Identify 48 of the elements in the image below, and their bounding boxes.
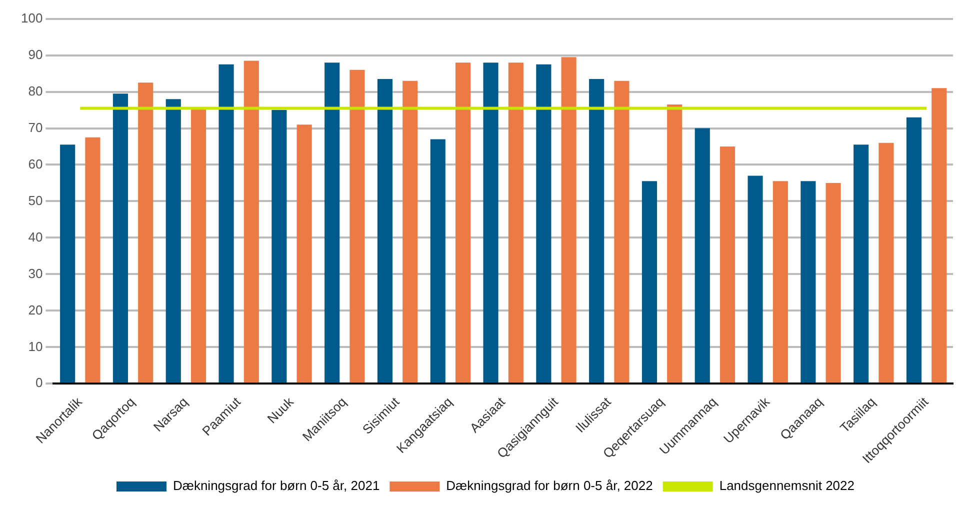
bar [430, 139, 446, 383]
bar [85, 137, 100, 383]
bar [138, 82, 154, 383]
y-tick-label: 40 [28, 229, 43, 244]
bar [694, 128, 710, 383]
bar [190, 108, 206, 383]
bar [508, 62, 524, 383]
bar [296, 124, 312, 383]
bar [614, 80, 630, 383]
legend-label: Landsgennemsnit 2022 [719, 478, 855, 494]
y-tick-label: 90 [28, 46, 43, 62]
legend-label: Dækningsgrad for børn 0-5 år, 2021 [173, 478, 380, 494]
y-tick-label: 10 [28, 338, 43, 354]
bar [748, 176, 763, 383]
bar [720, 146, 736, 383]
bar [667, 104, 682, 383]
bar [402, 80, 418, 383]
y-tick-label: 0 [35, 375, 43, 390]
y-tick-label: 80 [28, 83, 43, 98]
y-tick-label: 20 [28, 302, 43, 318]
bar [561, 57, 576, 383]
bar [642, 181, 658, 383]
y-tick-label: 100 [20, 10, 43, 26]
bar [244, 60, 259, 383]
bar [854, 144, 869, 383]
y-tick-label: 30 [28, 266, 43, 281]
y-tick-label: 60 [28, 156, 43, 172]
bar [826, 182, 841, 383]
bar [589, 79, 604, 383]
bar [455, 62, 471, 383]
bar [350, 70, 365, 383]
y-tick-label: 50 [28, 192, 43, 208]
bar [536, 64, 552, 383]
bar [906, 117, 922, 383]
bar [324, 62, 340, 383]
bar [112, 94, 128, 383]
bar [483, 62, 498, 383]
bar [932, 88, 947, 383]
bar [377, 79, 393, 383]
bar [218, 64, 234, 383]
bar [772, 181, 788, 383]
bar [60, 144, 76, 383]
legend-label: Dækningsgrad for børn 0-5 år, 2022 [446, 478, 653, 494]
bar [878, 142, 894, 383]
bar [272, 110, 287, 383]
y-tick-label: 70 [28, 120, 43, 135]
bar [800, 181, 816, 383]
bar [166, 99, 181, 383]
